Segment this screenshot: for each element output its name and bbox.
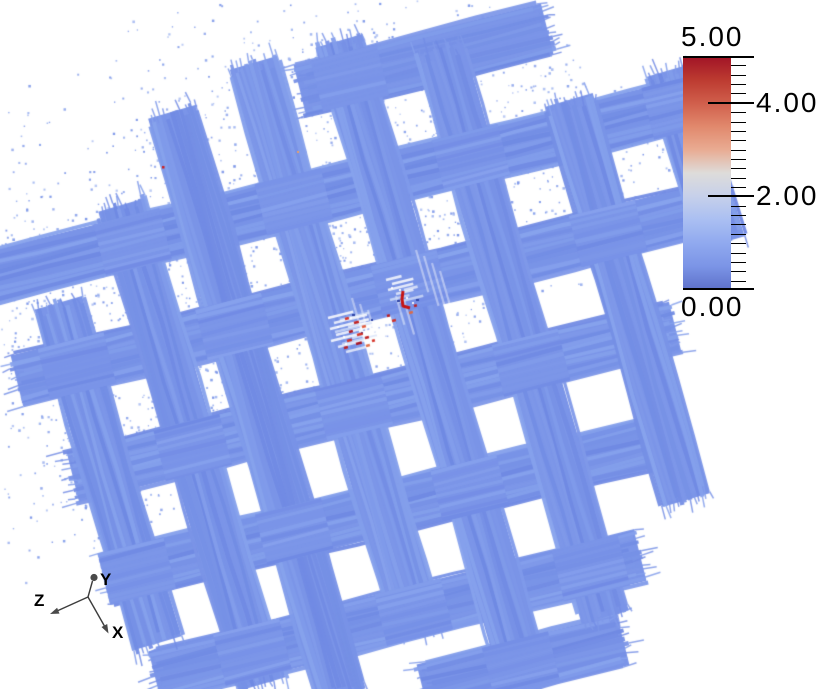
axis-y-label: Y [100,570,112,589]
axis-x-label: X [112,623,124,642]
axis-z-line [56,596,89,612]
colorbar-label-min: 0.00 [681,291,744,322]
colorbar-gradient [683,56,731,290]
colorbar-label-max: 5.00 [681,21,744,52]
axis-x-line [87,596,106,628]
axis-z-label: Z [34,591,44,610]
axis-y-head [90,573,98,582]
colorbar-label-2: 2.00 [756,180,819,211]
colorbar-label-4: 4.00 [756,87,819,118]
axis-y-line [87,580,94,598]
axis-x-arrowhead-icon [101,624,109,634]
axis-z-arrowhead-icon [50,607,60,614]
